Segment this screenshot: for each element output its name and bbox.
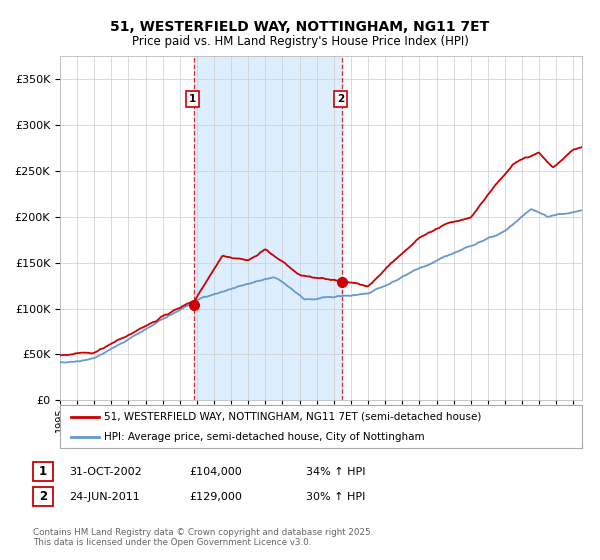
Text: HPI: Average price, semi-detached house, City of Nottingham: HPI: Average price, semi-detached house,… — [104, 432, 425, 441]
Bar — [194, 56, 342, 400]
Text: 51, WESTERFIELD WAY, NOTTINGHAM, NG11 7ET (semi-detached house): 51, WESTERFIELD WAY, NOTTINGHAM, NG11 7E… — [104, 412, 482, 422]
Text: Price paid vs. HM Land Registry's House Price Index (HPI): Price paid vs. HM Land Registry's House … — [131, 35, 469, 48]
Text: £129,000: £129,000 — [189, 492, 242, 502]
Text: 24-JUN-2011: 24-JUN-2011 — [69, 492, 140, 502]
Text: 30% ↑ HPI: 30% ↑ HPI — [306, 492, 365, 502]
Text: £104,000: £104,000 — [189, 466, 242, 477]
Text: 1: 1 — [189, 94, 196, 104]
Text: 2: 2 — [39, 490, 47, 503]
Text: 1: 1 — [39, 465, 47, 478]
Text: 34% ↑ HPI: 34% ↑ HPI — [306, 466, 365, 477]
Text: 31-OCT-2002: 31-OCT-2002 — [69, 466, 142, 477]
Text: 2: 2 — [337, 94, 344, 104]
Text: 51, WESTERFIELD WAY, NOTTINGHAM, NG11 7ET: 51, WESTERFIELD WAY, NOTTINGHAM, NG11 7E… — [110, 20, 490, 34]
Text: Contains HM Land Registry data © Crown copyright and database right 2025.
This d: Contains HM Land Registry data © Crown c… — [33, 528, 373, 547]
